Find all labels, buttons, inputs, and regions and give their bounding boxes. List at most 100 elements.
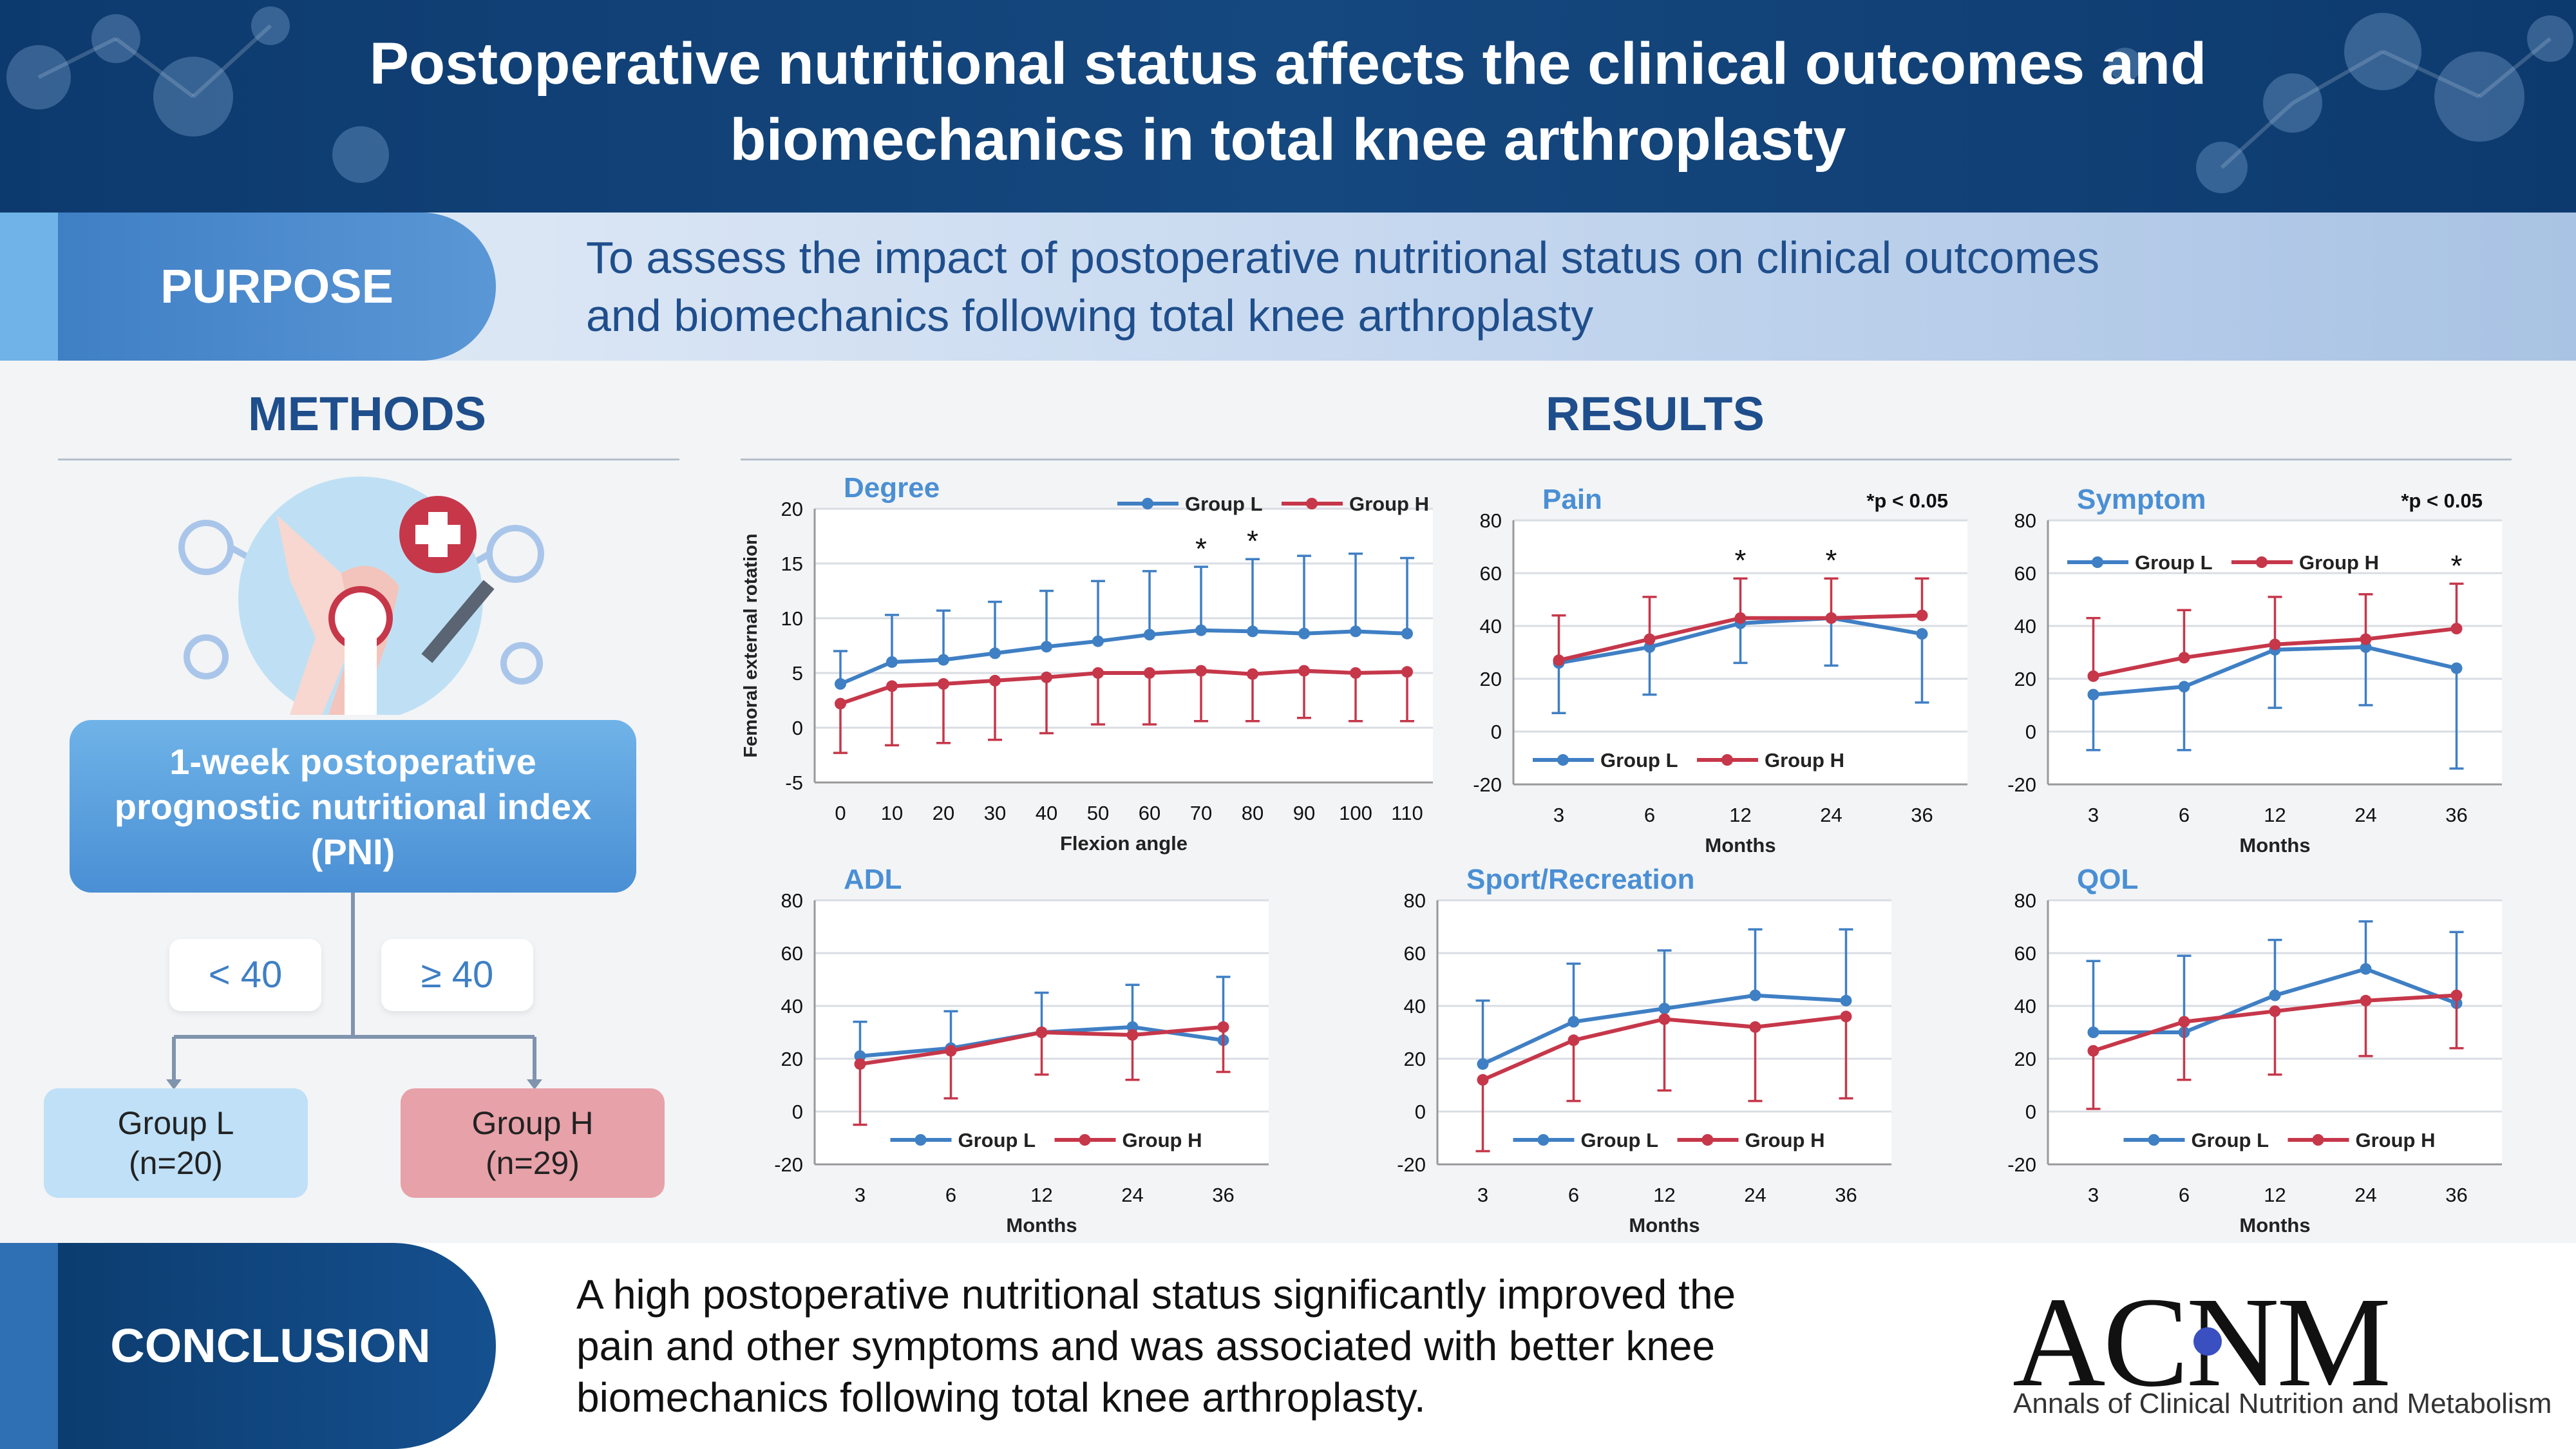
x-tick-label: 110 bbox=[1391, 802, 1423, 824]
x-tick-label: 12 bbox=[2264, 1184, 2286, 1206]
data-point bbox=[1092, 635, 1104, 647]
y-tick-label: 0 bbox=[2025, 1101, 2036, 1123]
x-tick-label: 30 bbox=[984, 802, 1006, 824]
journal-logo: ACNM bbox=[2012, 1271, 2391, 1414]
data-point bbox=[1126, 1029, 1139, 1041]
legend-marker bbox=[1721, 754, 1733, 766]
legend-label: Group H bbox=[1122, 1129, 1202, 1151]
legend-label: Group H bbox=[2299, 551, 2379, 574]
data-point bbox=[1350, 667, 1361, 679]
series-group-l bbox=[833, 552, 1414, 690]
data-point bbox=[2450, 623, 2463, 635]
y-tick-label: 10 bbox=[781, 607, 803, 630]
x-tick-label: 24 bbox=[1121, 1184, 1143, 1206]
y-tick-label: 60 bbox=[2014, 562, 2036, 585]
data-point bbox=[989, 674, 1001, 687]
data-point bbox=[1825, 612, 1837, 624]
y-tick-label: 5 bbox=[792, 662, 803, 685]
series-line bbox=[839, 628, 1408, 686]
header-banner: Postoperative nutritional status affects… bbox=[0, 0, 2576, 213]
significance-marker: * bbox=[2451, 549, 2463, 582]
legend-label: Group L bbox=[1581, 1129, 1659, 1151]
x-tick-label: 36 bbox=[2445, 1184, 2467, 1206]
pni-line-3: (PNI) bbox=[310, 831, 395, 872]
data-point bbox=[2269, 989, 2281, 1001]
legend: Group L Group H bbox=[2067, 551, 2379, 574]
pni-box: 1-week postoperative prognostic nutritio… bbox=[70, 720, 636, 893]
data-point bbox=[2178, 652, 2190, 664]
data-point bbox=[2360, 641, 2372, 653]
results-divider bbox=[741, 459, 2512, 460]
x-tick-label: 70 bbox=[1190, 802, 1212, 824]
x-tick-label: 3 bbox=[1553, 804, 1564, 826]
x-tick-label: 50 bbox=[1087, 802, 1109, 824]
chart-title: Symptom bbox=[2077, 484, 2206, 515]
methods-connector bbox=[166, 893, 542, 1090]
x-tick-label: 24 bbox=[2354, 1184, 2376, 1206]
page-title: Postoperative nutritional status affects… bbox=[0, 26, 2576, 178]
x-tick-label: 6 bbox=[2179, 1184, 2190, 1206]
data-point bbox=[1643, 641, 1656, 653]
y-tick-label: 40 bbox=[1480, 615, 1502, 638]
x-tick-label: 90 bbox=[1293, 802, 1315, 824]
series-group-h bbox=[1551, 577, 1929, 667]
legend-label: Group H bbox=[1349, 493, 1429, 515]
x-tick-label: 100 bbox=[1339, 802, 1372, 824]
data-point bbox=[1567, 1016, 1580, 1028]
group-l-box: Group L (n=20) bbox=[44, 1088, 308, 1198]
data-point bbox=[835, 678, 846, 690]
group-h-count: (n=29) bbox=[486, 1145, 580, 1181]
y-tick-label: -20 bbox=[774, 1153, 803, 1176]
data-point bbox=[945, 1045, 957, 1057]
data-point bbox=[1247, 668, 1258, 680]
data-point bbox=[1658, 1013, 1671, 1025]
x-tick-label: 80 bbox=[1242, 802, 1264, 824]
legend-marker bbox=[2092, 556, 2103, 568]
x-tick-label: 12 bbox=[1030, 1184, 1052, 1206]
legend-label: Group L bbox=[2192, 1129, 2269, 1151]
plot-area bbox=[815, 509, 1433, 782]
y-tick-label: 20 bbox=[781, 1048, 803, 1070]
y-tick-label: 0 bbox=[1415, 1101, 1426, 1123]
data-point bbox=[854, 1058, 866, 1070]
data-point bbox=[1749, 1021, 1761, 1033]
legend: Group L Group H bbox=[1533, 749, 1844, 772]
results-title: RESULTS bbox=[1546, 387, 1765, 440]
y-tick-label: 40 bbox=[2014, 615, 2036, 638]
y-tick-label: -20 bbox=[2007, 1153, 2036, 1176]
data-point bbox=[854, 1050, 866, 1062]
data-point bbox=[938, 654, 949, 666]
x-tick-label: 3 bbox=[855, 1184, 866, 1206]
chart-title: Pain bbox=[1542, 484, 1602, 515]
y-tick-label: 40 bbox=[781, 995, 803, 1018]
purpose-label: PURPOSE bbox=[58, 213, 496, 361]
conclusion-accent-strip bbox=[0, 1243, 58, 1449]
data-point bbox=[2360, 963, 2372, 975]
legend-marker bbox=[1079, 1134, 1091, 1146]
group-l-name: Group L bbox=[117, 1105, 234, 1141]
data-point bbox=[1144, 629, 1155, 641]
y-tick-label: 20 bbox=[1404, 1048, 1426, 1070]
x-tick-label: 3 bbox=[2088, 1184, 2099, 1206]
data-point bbox=[1195, 624, 1207, 636]
data-point bbox=[1916, 609, 1928, 621]
y-tick-label: 0 bbox=[1491, 721, 1502, 743]
series-line bbox=[840, 668, 1408, 706]
group-h-name: Group H bbox=[471, 1105, 594, 1141]
legend-label: Group L bbox=[958, 1129, 1036, 1151]
y-tick-label: 20 bbox=[2014, 1048, 2036, 1070]
x-tick-label: 3 bbox=[1477, 1184, 1488, 1206]
data-point bbox=[989, 647, 1001, 659]
data-point bbox=[2450, 989, 2463, 1001]
legend: Group L Group H bbox=[2123, 1129, 2436, 1151]
data-point bbox=[1658, 1003, 1671, 1015]
callout-ge-40: ≥ 40 bbox=[381, 939, 533, 1011]
x-tick-label: 12 bbox=[1729, 804, 1751, 826]
data-point bbox=[938, 678, 949, 690]
molecule-decoration bbox=[6, 6, 2573, 193]
data-point bbox=[2087, 670, 2099, 682]
legend-marker bbox=[1142, 498, 1153, 509]
x-tick-label: 24 bbox=[2354, 804, 2376, 826]
